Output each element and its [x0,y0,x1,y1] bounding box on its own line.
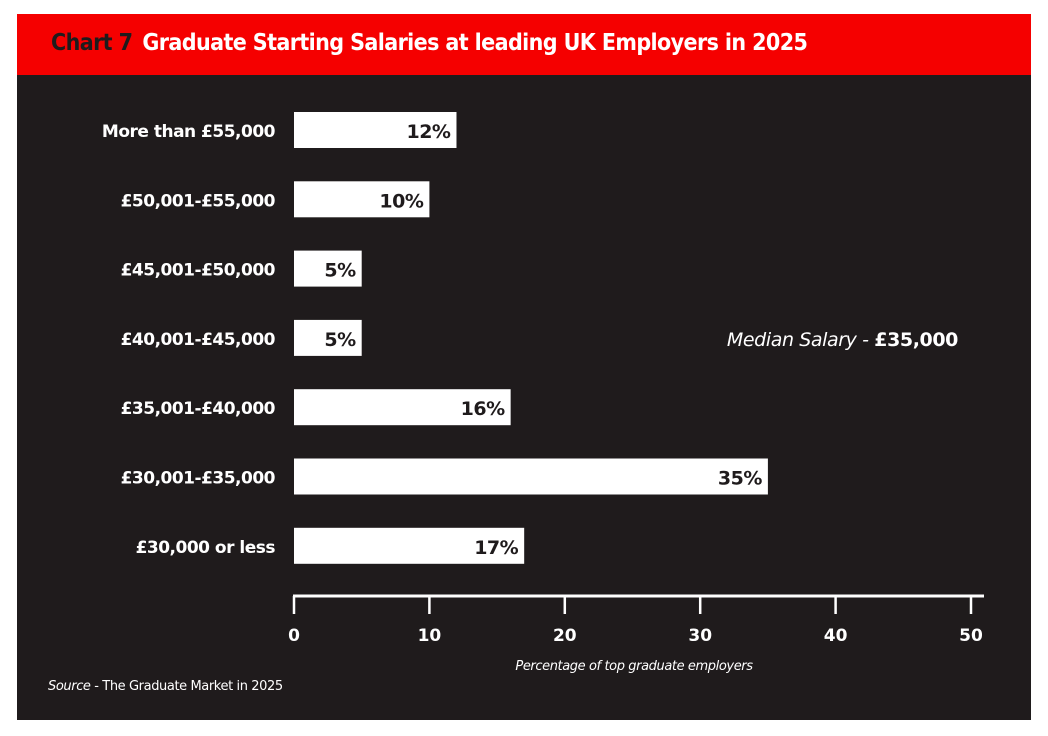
category-label: £45,001-£50,000 [121,261,276,281]
value-label: 12% [406,121,450,143]
chart-panel: Chart 7 Graduate Starting Salaries at lea… [17,14,1031,720]
bar [294,319,362,356]
source-prefix: Source [48,679,91,694]
x-tick-label: 10 [418,626,442,646]
bar [294,181,430,218]
value-label: 5% [324,260,356,282]
chart-header: Chart 7 Graduate Starting Salaries at lea… [17,14,1031,75]
category-label: £30,001-£35,000 [121,469,276,489]
median-value: £35,000 [874,329,958,351]
x-tick-label: 20 [553,626,577,646]
value-label: 16% [461,398,505,420]
source-text: - The Graduate Market in 2025 [91,679,283,694]
x-axis-label: Percentage of top graduate employers [515,659,753,674]
source-note: Source - The Graduate Market in 2025 [48,679,283,694]
x-tick-label: 40 [824,626,848,646]
value-label: 17% [474,537,518,559]
chart-title-text: Graduate Starting Salaries at leading UK… [142,30,808,56]
category-label: More than £55,000 [102,122,276,142]
bar [294,112,457,148]
x-tick-label: 50 [959,626,983,646]
bar [294,458,768,495]
category-label: £50,001-£55,000 [121,191,276,211]
category-label: £30,000 or less [136,538,276,558]
x-tick-label: 30 [688,626,712,646]
value-label: 10% [379,190,423,212]
chart-number: Chart 7 [51,30,133,56]
category-label: £40,001-£45,000 [121,330,276,350]
median-prefix: Median Salary - [727,329,874,351]
x-tick-label: 0 [288,626,300,646]
bar [294,250,362,287]
bar [294,527,525,564]
median-annotation: Median Salary - £35,000 [727,329,958,351]
bar [294,389,511,426]
category-label: £35,001-£40,000 [121,399,276,419]
value-label: 5% [324,329,356,351]
value-label: 35% [718,468,762,490]
chart-title: Chart 7 Graduate Starting Salaries at lea… [51,30,808,56]
